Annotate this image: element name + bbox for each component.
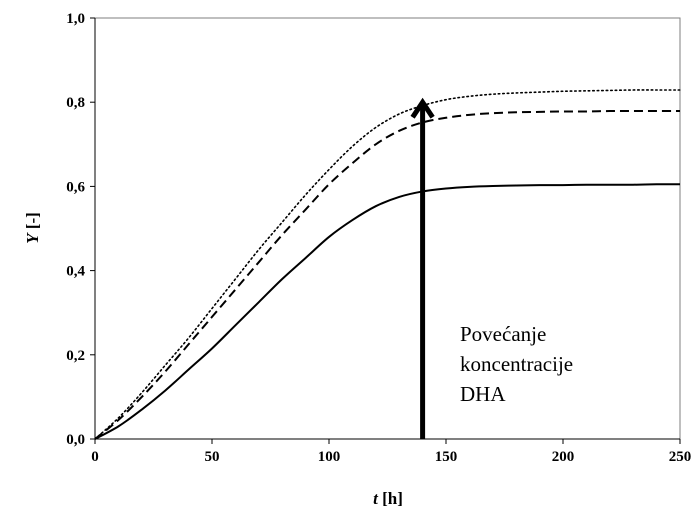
y-tick-label: 0,8 [66,95,85,111]
x-axis-label: t [h] [373,489,403,508]
arrow-layer [410,97,435,439]
x-tick-label: 250 [669,449,692,465]
annotation-line-1: Povećanje [460,322,546,346]
annotation-line-2: koncentracije [460,352,573,376]
x-tick-label: 0 [91,449,99,465]
series-line-dashed [94,110,680,440]
x-tick-label: 100 [318,449,341,465]
y-tick-label: 0,6 [66,179,85,195]
y-axis-variable: Y [23,232,42,244]
axes: 0 50 100 150 200 250 0,0 0,2 0,4 0,6 0,8 1,0 [66,11,691,465]
y-axis-label: Y [-] [23,212,42,244]
series-line-solid [94,183,681,440]
x-tick-label: 200 [552,449,575,465]
annotation: Povećanje koncentracije DHA [460,322,578,406]
x-axis-variable: t [373,489,379,508]
y-tick-label: 1,0 [66,11,85,27]
x-tick-label: 150 [435,449,458,465]
series-line-dotted [94,89,681,440]
y-tick-label: 0,0 [66,432,85,448]
annotation-line-3: DHA [460,382,506,406]
x-tick-label: 50 [205,449,220,465]
y-tick-label: 0,4 [66,264,85,280]
series-layer [94,89,681,440]
arrow-head [410,97,435,119]
x-axis-unit: [h] [378,489,403,508]
y-axis-unit: [-] [23,212,42,233]
y-tick-label: 0,2 [66,348,85,364]
